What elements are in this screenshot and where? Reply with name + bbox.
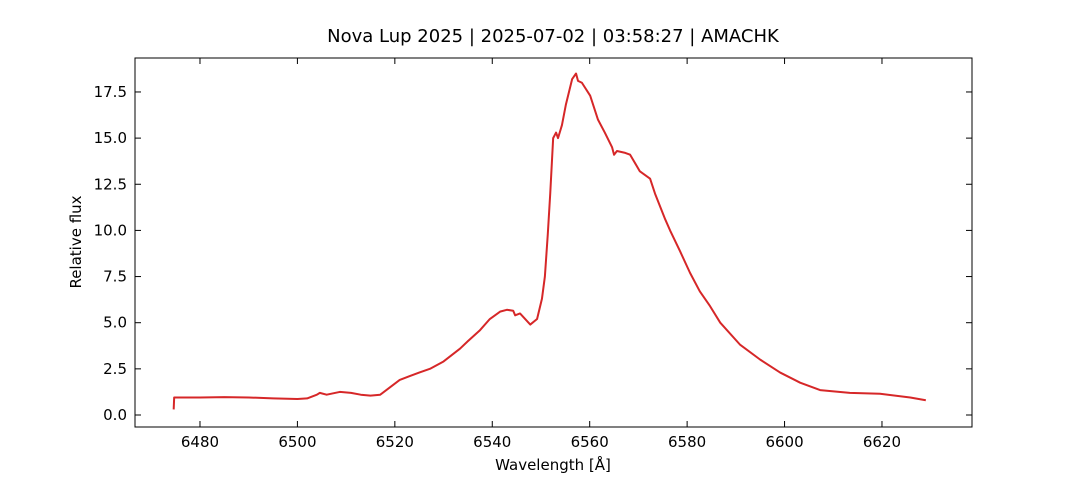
chart-title: Nova Lup 2025 | 2025-07-02 | 03:58:27 | … — [327, 26, 780, 47]
x-tick-label: 6540 — [473, 433, 511, 451]
y-tick-label: 10.0 — [94, 221, 127, 239]
y-tick-label: 5.0 — [103, 314, 127, 332]
y-axis-label: Relative flux — [67, 195, 85, 288]
y-tick-label: 0.0 — [103, 406, 127, 424]
y-tick-label: 12.5 — [94, 175, 127, 193]
x-axis-label: Wavelength [Å] — [495, 455, 611, 474]
data-line — [172, 72, 926, 410]
x-tick-label: 6560 — [571, 433, 609, 451]
x-tick-label: 6600 — [765, 433, 803, 451]
y-tick-label: 15.0 — [94, 129, 127, 147]
y-tick-label: 17.5 — [94, 83, 127, 101]
x-tick-label: 6580 — [668, 433, 706, 451]
x-tick-label: 6520 — [376, 433, 414, 451]
y-tick-label: 2.5 — [103, 360, 127, 378]
y-tick-label: 7.5 — [103, 268, 127, 286]
x-tick-label: 6620 — [863, 433, 901, 451]
x-tick-label: 6480 — [181, 433, 219, 451]
x-tick-label: 6500 — [278, 433, 316, 451]
plot-frame — [134, 57, 973, 428]
